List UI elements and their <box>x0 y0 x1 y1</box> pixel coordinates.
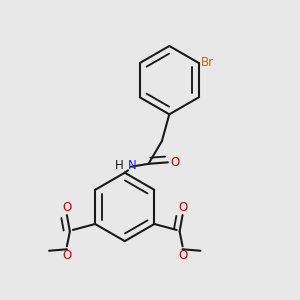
Text: O: O <box>178 249 187 262</box>
Text: O: O <box>178 201 187 214</box>
Text: H: H <box>115 159 124 172</box>
Text: N: N <box>128 159 137 172</box>
Text: O: O <box>62 201 71 214</box>
Text: O: O <box>62 249 71 262</box>
Text: Br: Br <box>201 56 214 69</box>
Text: O: O <box>171 156 180 169</box>
